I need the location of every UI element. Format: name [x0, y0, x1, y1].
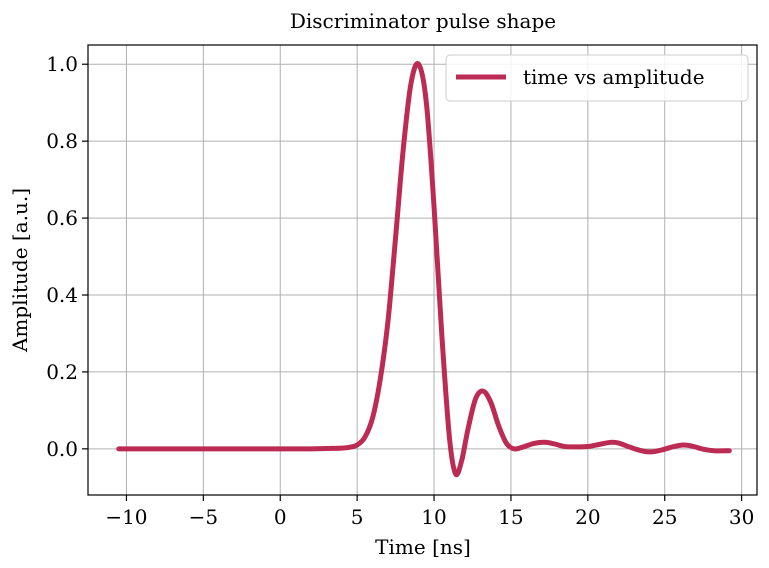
y-tick-label: 0.4 — [46, 283, 78, 307]
x-tick-label: −5 — [189, 505, 218, 529]
y-tick-label: 0.6 — [46, 206, 78, 230]
x-tick-label: 25 — [652, 505, 677, 529]
legend-box — [445, 54, 749, 102]
plot-frame — [87, 44, 758, 496]
y-tick-label: 0.0 — [46, 437, 78, 461]
legend-label: time vs amplitude — [523, 65, 705, 89]
x-axis-label: Time [ns] — [375, 535, 471, 559]
x-axis: −10 −5 0 5 10 15 20 25 30 — [105, 495, 754, 529]
y-tick-label: 1.0 — [46, 52, 78, 76]
y-tick-label: 0.8 — [46, 129, 78, 153]
x-tick-label: −10 — [105, 505, 147, 529]
x-tick-label: 0 — [274, 505, 287, 529]
x-tick-label: 15 — [498, 505, 523, 529]
series-layer — [116, 61, 732, 478]
grid — [88, 45, 757, 495]
y-axis: 0.0 0.2 0.4 0.6 0.8 1.0 — [46, 52, 88, 461]
x-tick-label: 10 — [421, 505, 446, 529]
x-tick-label: 20 — [575, 505, 600, 529]
legend: time vs amplitude — [445, 54, 749, 102]
y-axis-label: Amplitude [a.u.] — [8, 188, 32, 353]
x-tick-label: 30 — [729, 505, 754, 529]
y-tick-label: 0.2 — [46, 360, 78, 384]
chart-title: Discriminator pulse shape — [290, 9, 556, 33]
series-line — [116, 61, 732, 478]
x-tick-label: 5 — [351, 505, 364, 529]
